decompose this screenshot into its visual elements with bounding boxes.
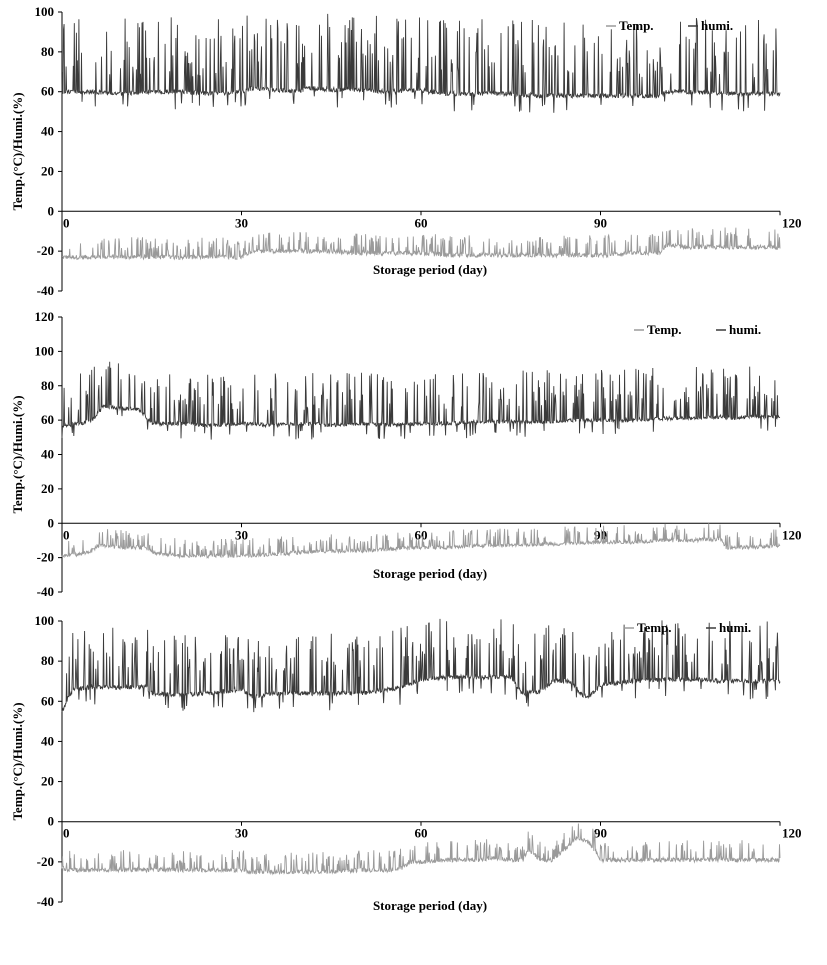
x-tick-label: 60 (415, 826, 428, 841)
y-tick-label: 100 (35, 343, 55, 358)
y-tick-label: 120 (35, 309, 55, 324)
x-tick-label: 0 (63, 215, 70, 230)
y-tick-label: 80 (41, 378, 54, 393)
x-tick-label: 60 (415, 215, 428, 230)
y-axis-title: Temp.(°C)/Humi.(%) (10, 395, 25, 513)
y-tick-label: 60 (41, 693, 54, 708)
y-axis-title: Temp.(°C)/Humi.(%) (10, 92, 25, 210)
y-tick-label: 0 (48, 203, 55, 218)
y-tick-label: 60 (41, 84, 54, 99)
x-tick-label: 30 (235, 215, 248, 230)
x-tick-label: 120 (782, 527, 802, 542)
y-tick-label: 0 (48, 515, 55, 530)
series-line-humi (61, 13, 781, 113)
y-tick-label: -40 (37, 283, 54, 298)
series-line-temp (61, 523, 781, 560)
x-axis-title: Storage period (day) (373, 566, 487, 581)
y-tick-label: 20 (41, 163, 54, 178)
chart-panel-1: -40 -20 0 20 40 60 80 100 0 30 60 90 120 Temp.(°C)/Hu… (10, 4, 802, 298)
y-tick-label: 40 (41, 124, 54, 139)
x-tick-label: 120 (782, 215, 802, 230)
y-tick-label: -20 (37, 550, 54, 565)
y-tick-label: 20 (41, 481, 54, 496)
x-tick-label: 90 (594, 215, 607, 230)
x-tick-label: 120 (782, 826, 802, 841)
y-tick-label: 100 (35, 4, 55, 19)
y-tick-label: -20 (37, 854, 54, 869)
y-tick-label: 20 (41, 774, 54, 789)
legend-label: humi. (719, 620, 751, 635)
x-tick-label: 60 (415, 527, 428, 542)
x-tick-label: 30 (235, 826, 248, 841)
legend-label: Temp. (647, 322, 682, 337)
legend-label: Temp. (637, 620, 672, 635)
y-tick-label: -20 (37, 243, 54, 258)
chart-panel-3: -40 -20 0 20 40 60 80 100 0 30 60 90 120 Temp.(°C)/Hu… (10, 613, 802, 913)
x-axis-title: Storage period (day) (373, 898, 487, 913)
y-tick-label: -40 (37, 894, 54, 909)
y-tick-label: 80 (41, 653, 54, 668)
legend-label: humi. (701, 18, 733, 33)
x-tick-label: 0 (63, 527, 70, 542)
y-tick-label: 100 (35, 613, 55, 628)
y-tick-label: 40 (41, 733, 54, 748)
x-tick-label: 0 (63, 826, 70, 841)
x-tick-label: 90 (594, 826, 607, 841)
legend-label: humi. (729, 322, 761, 337)
y-tick-label: 0 (48, 814, 55, 829)
series-line-humi (61, 618, 781, 713)
x-tick-label: 30 (235, 527, 248, 542)
y-tick-label: 60 (41, 412, 54, 427)
series-line-humi (61, 361, 781, 440)
series-line-temp (61, 823, 781, 876)
y-tick-label: 80 (41, 44, 54, 59)
y-tick-label: 40 (41, 447, 54, 462)
y-tick-label: -40 (37, 584, 54, 599)
series-line-temp (61, 227, 781, 261)
x-axis-title: Storage period (day) (373, 262, 487, 277)
legend-label: Temp. (619, 18, 654, 33)
y-axis-title: Temp.(°C)/Humi.(%) (10, 702, 25, 820)
